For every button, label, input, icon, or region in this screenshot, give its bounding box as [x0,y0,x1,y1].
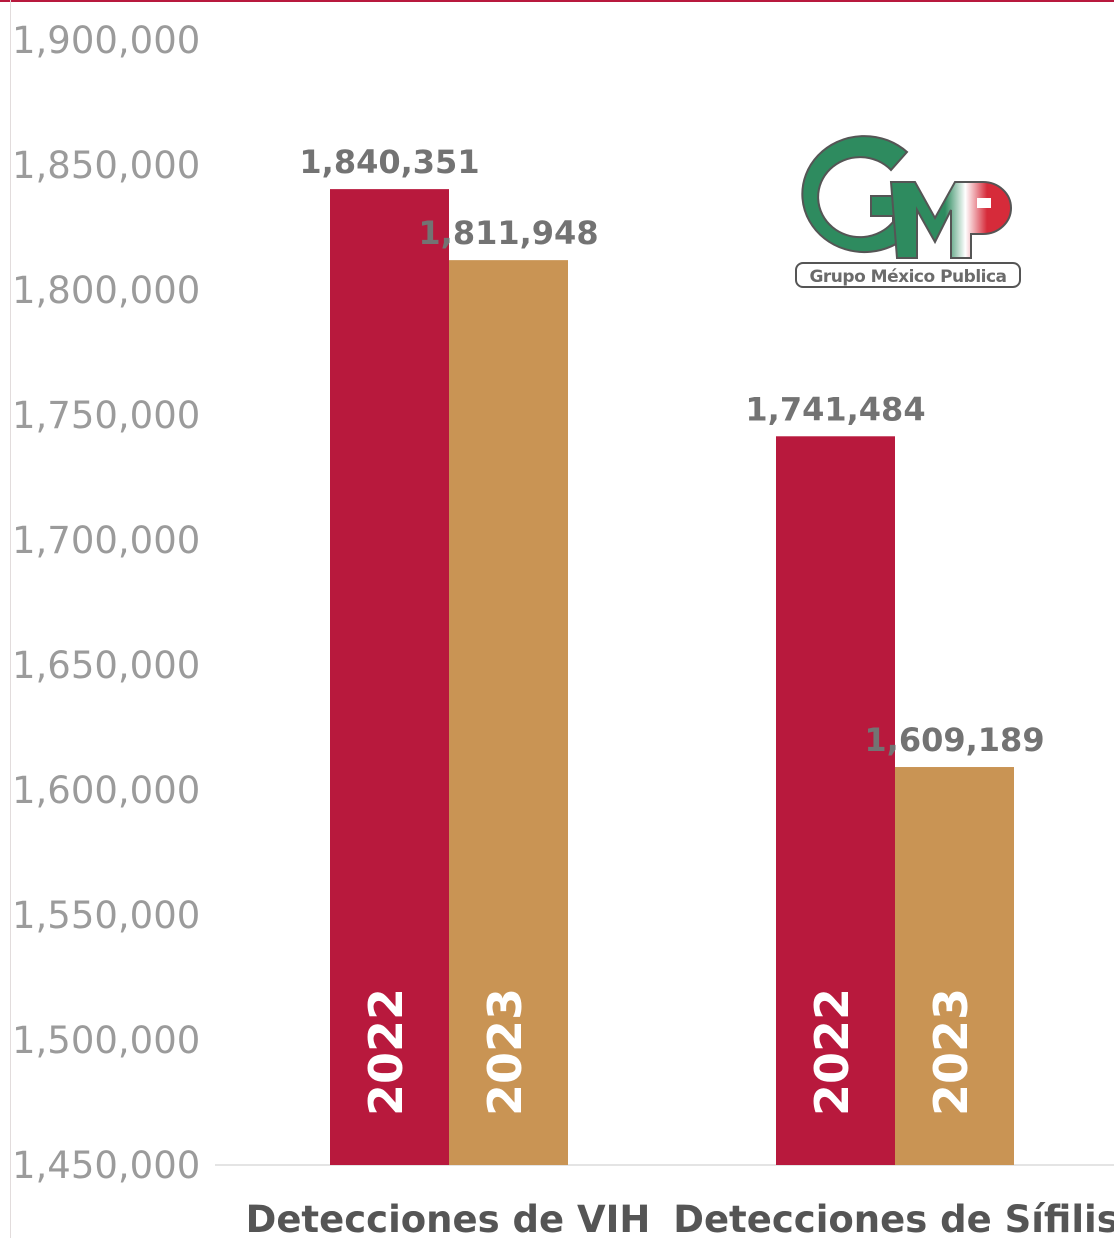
bar-series-label: 2022 [805,988,859,1116]
x-category-label: Detecciones de Sífilis [673,1198,1114,1238]
data-label: 1,811,948 [418,214,598,252]
y-tick-label: 1,800,000 [12,269,200,312]
y-tick-label: 1,850,000 [12,144,200,187]
bar-series-label: 2022 [359,988,413,1116]
y-tick-label: 1,700,000 [12,519,200,562]
bar [895,767,1014,1165]
bar-series-label: 2023 [924,988,978,1116]
y-tick-label: 1,650,000 [12,644,200,687]
y-tick-label: 1,900,000 [12,19,200,62]
left-border [10,0,11,1238]
x-axis-categories: Detecciones de VIH Detecciones de Sífilis [246,1198,1114,1238]
y-axis: 1,450,000 1,500,000 1,550,000 1,600,000 1,65… [12,19,200,1187]
y-tick-label: 1,500,000 [12,1019,200,1062]
y-tick-label: 1,550,000 [12,894,200,937]
y-tick-label: 1,600,000 [12,769,200,812]
data-label: 1,741,484 [745,390,925,428]
bars-group: 1,840,351 2022 1,741,484 2022 1,811,948 2023 1… [299,143,1045,1165]
bar [449,260,568,1165]
top-border [0,0,1114,2]
y-tick-label: 1,750,000 [12,394,200,437]
bar-series-label: 2023 [478,988,532,1116]
y-tick-label: 1,450,000 [12,1144,200,1187]
x-category-label: Detecciones de VIH [246,1198,651,1238]
gmp-logo [795,130,1025,295]
logo-caption: Grupo México Publica [795,262,1021,288]
bar [330,189,449,1165]
data-label: 1,840,351 [299,143,479,181]
gmp-logo-mark [801,135,1012,259]
bar [776,436,895,1165]
data-label: 1,609,189 [864,721,1044,759]
